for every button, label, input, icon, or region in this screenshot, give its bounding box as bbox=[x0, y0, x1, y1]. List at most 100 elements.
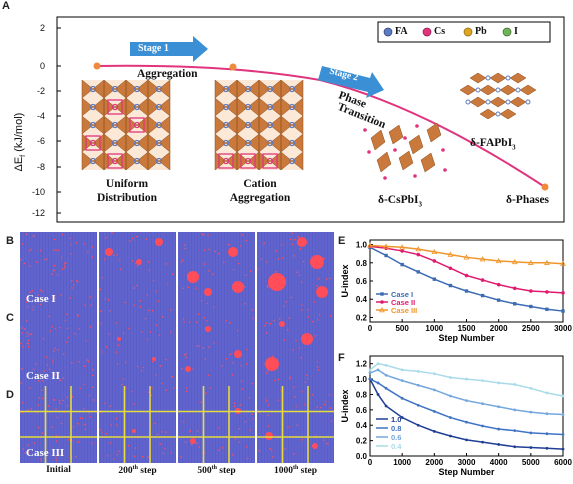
delta-phases-label: δ-Phases bbox=[506, 194, 550, 206]
sim-tile bbox=[99, 309, 176, 386]
aggregate-blob bbox=[232, 281, 244, 293]
x-axis-label: Step Number bbox=[438, 333, 495, 343]
x-tick-label: 5000 bbox=[522, 458, 540, 467]
data-point bbox=[529, 289, 533, 293]
legend-swatch-cs bbox=[422, 27, 432, 37]
data-point bbox=[447, 251, 454, 257]
aggregate-blob bbox=[228, 247, 238, 257]
aggregate-blob bbox=[297, 237, 307, 247]
legend-label: 1.0 bbox=[391, 415, 401, 424]
x-tick-label: 3000 bbox=[554, 324, 572, 333]
cspbi3-label: δ-CsPbI3 bbox=[378, 194, 422, 209]
sim-tile-map bbox=[257, 309, 333, 386]
aggregate-blob bbox=[265, 432, 273, 440]
x-tick-label: 1000 bbox=[393, 458, 411, 467]
data-point bbox=[496, 282, 501, 287]
aggregate-blob bbox=[190, 438, 196, 444]
y-tick-label: 0.2 bbox=[356, 437, 368, 446]
series-line bbox=[369, 362, 564, 397]
data-point bbox=[544, 259, 550, 265]
sim-tile bbox=[178, 309, 255, 386]
data-point bbox=[561, 433, 565, 436]
sim-tile-map bbox=[257, 232, 333, 309]
legend-marker bbox=[380, 292, 384, 296]
energy-point-end bbox=[541, 183, 549, 191]
data-point bbox=[368, 377, 372, 381]
x-tick-label: 0 bbox=[368, 458, 373, 467]
sim-tile: Case I bbox=[20, 232, 97, 309]
data-point bbox=[432, 388, 436, 392]
data-point bbox=[448, 266, 453, 271]
panel-a-diagram bbox=[56, 16, 565, 223]
data-point bbox=[384, 253, 388, 258]
data-point bbox=[449, 434, 452, 438]
aggregate-blob bbox=[234, 350, 242, 358]
y-tick-label: 0.6 bbox=[356, 406, 368, 415]
legend-marker bbox=[379, 306, 385, 313]
data-point bbox=[481, 379, 484, 383]
aggregation-label: Aggregation bbox=[137, 68, 198, 80]
x-tick-label: 0 bbox=[368, 324, 373, 333]
data-point bbox=[384, 404, 388, 408]
cation-label-line2: Aggregation bbox=[229, 192, 291, 204]
x-tick-label: 2500 bbox=[522, 324, 540, 333]
aggregate-blob bbox=[204, 288, 212, 296]
sim-tile bbox=[257, 309, 334, 386]
chart-f: 0 1000 2000 3000 4000 5000 60000.00.20.40.60.8… bbox=[340, 355, 572, 477]
x-tick-label: 3000 bbox=[458, 458, 476, 467]
series-line bbox=[369, 378, 564, 450]
data-point bbox=[416, 403, 420, 407]
aggregate-blob bbox=[105, 248, 113, 256]
sim-tile bbox=[99, 386, 176, 463]
aggregate-blob bbox=[185, 366, 191, 372]
data-point bbox=[561, 447, 565, 451]
y-axis-label: U-index bbox=[340, 264, 350, 297]
data-point bbox=[399, 244, 406, 250]
panel-label-c: C bbox=[6, 312, 14, 324]
lattice-cation-aggregation bbox=[214, 79, 304, 171]
case-label: Case III bbox=[26, 447, 65, 459]
data-point bbox=[513, 445, 517, 449]
legend-marker bbox=[380, 300, 384, 304]
aggregate-blob bbox=[136, 259, 142, 265]
uniform-label-line1: Uniform bbox=[105, 178, 149, 190]
aggregate-blob bbox=[268, 273, 286, 291]
data-point bbox=[481, 402, 484, 406]
data-point bbox=[561, 394, 565, 398]
x-axis-label: Step Number bbox=[438, 467, 495, 477]
data-point bbox=[400, 262, 404, 267]
series-line bbox=[369, 245, 564, 294]
panel-label-d: D bbox=[6, 389, 14, 401]
data-point bbox=[448, 283, 453, 288]
panel-a-ytick-7: -10 bbox=[32, 187, 46, 197]
aggregate-blob bbox=[132, 429, 136, 433]
stage1-arrow bbox=[130, 36, 208, 62]
y-tick-label: 0.4 bbox=[356, 421, 368, 430]
data-point bbox=[432, 277, 437, 281]
aggregate-blob bbox=[265, 357, 279, 371]
data-point bbox=[416, 369, 420, 373]
data-point bbox=[511, 258, 518, 265]
legend-label: 0.8 bbox=[391, 424, 401, 433]
y-axis-label: U-index bbox=[340, 389, 350, 422]
data-point bbox=[384, 386, 388, 390]
legend-label-cs: Cs bbox=[434, 26, 446, 37]
data-point bbox=[545, 412, 549, 416]
data-point bbox=[368, 368, 372, 372]
sim-tile-map bbox=[99, 309, 175, 386]
data-point bbox=[431, 248, 438, 255]
data-point bbox=[432, 429, 436, 433]
x-tick-label: 1500 bbox=[458, 324, 476, 333]
panel-a-ytick-2: 0 bbox=[40, 61, 46, 71]
aggregate-blob bbox=[187, 271, 199, 283]
panel-a-ytick-6: -8 bbox=[37, 162, 46, 172]
data-point bbox=[545, 307, 549, 311]
fapbi3-label: δ-FAPbI3 bbox=[470, 137, 516, 152]
panel-label-e: E bbox=[338, 235, 346, 247]
legend-label: Case I bbox=[391, 290, 413, 299]
sim-tile bbox=[178, 386, 255, 463]
data-point bbox=[529, 410, 533, 414]
panel-a-ytick-8: -12 bbox=[32, 208, 46, 218]
data-point bbox=[400, 379, 404, 383]
step-label-200: 200th step bbox=[118, 465, 157, 477]
